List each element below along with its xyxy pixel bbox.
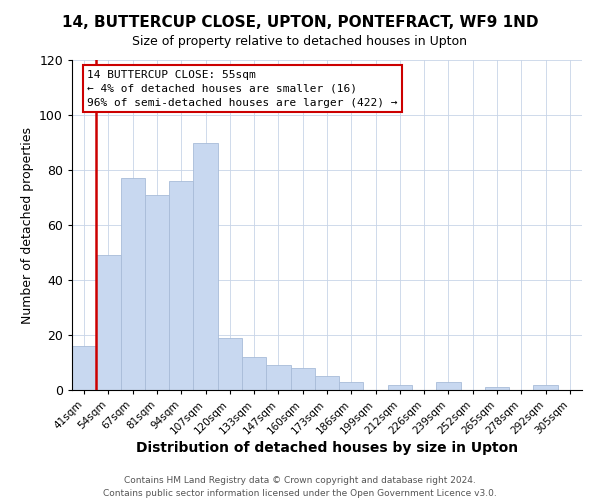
Bar <box>218 338 242 390</box>
Text: Size of property relative to detached houses in Upton: Size of property relative to detached ho… <box>133 35 467 48</box>
Y-axis label: Number of detached properties: Number of detached properties <box>20 126 34 324</box>
Bar <box>121 178 145 390</box>
Bar <box>290 368 315 390</box>
Bar <box>388 384 412 390</box>
Bar <box>339 382 364 390</box>
Bar <box>485 387 509 390</box>
Bar <box>72 346 96 390</box>
Bar <box>315 376 339 390</box>
Text: 14 BUTTERCUP CLOSE: 55sqm
← 4% of detached houses are smaller (16)
96% of semi-d: 14 BUTTERCUP CLOSE: 55sqm ← 4% of detach… <box>88 70 398 108</box>
Bar <box>436 382 461 390</box>
Text: 14, BUTTERCUP CLOSE, UPTON, PONTEFRACT, WF9 1ND: 14, BUTTERCUP CLOSE, UPTON, PONTEFRACT, … <box>62 15 538 30</box>
Bar <box>242 357 266 390</box>
Bar <box>96 255 121 390</box>
Bar <box>533 384 558 390</box>
Bar <box>193 142 218 390</box>
Bar <box>145 194 169 390</box>
Bar <box>266 365 290 390</box>
Text: Contains HM Land Registry data © Crown copyright and database right 2024.
Contai: Contains HM Land Registry data © Crown c… <box>103 476 497 498</box>
Bar <box>169 181 193 390</box>
X-axis label: Distribution of detached houses by size in Upton: Distribution of detached houses by size … <box>136 442 518 456</box>
